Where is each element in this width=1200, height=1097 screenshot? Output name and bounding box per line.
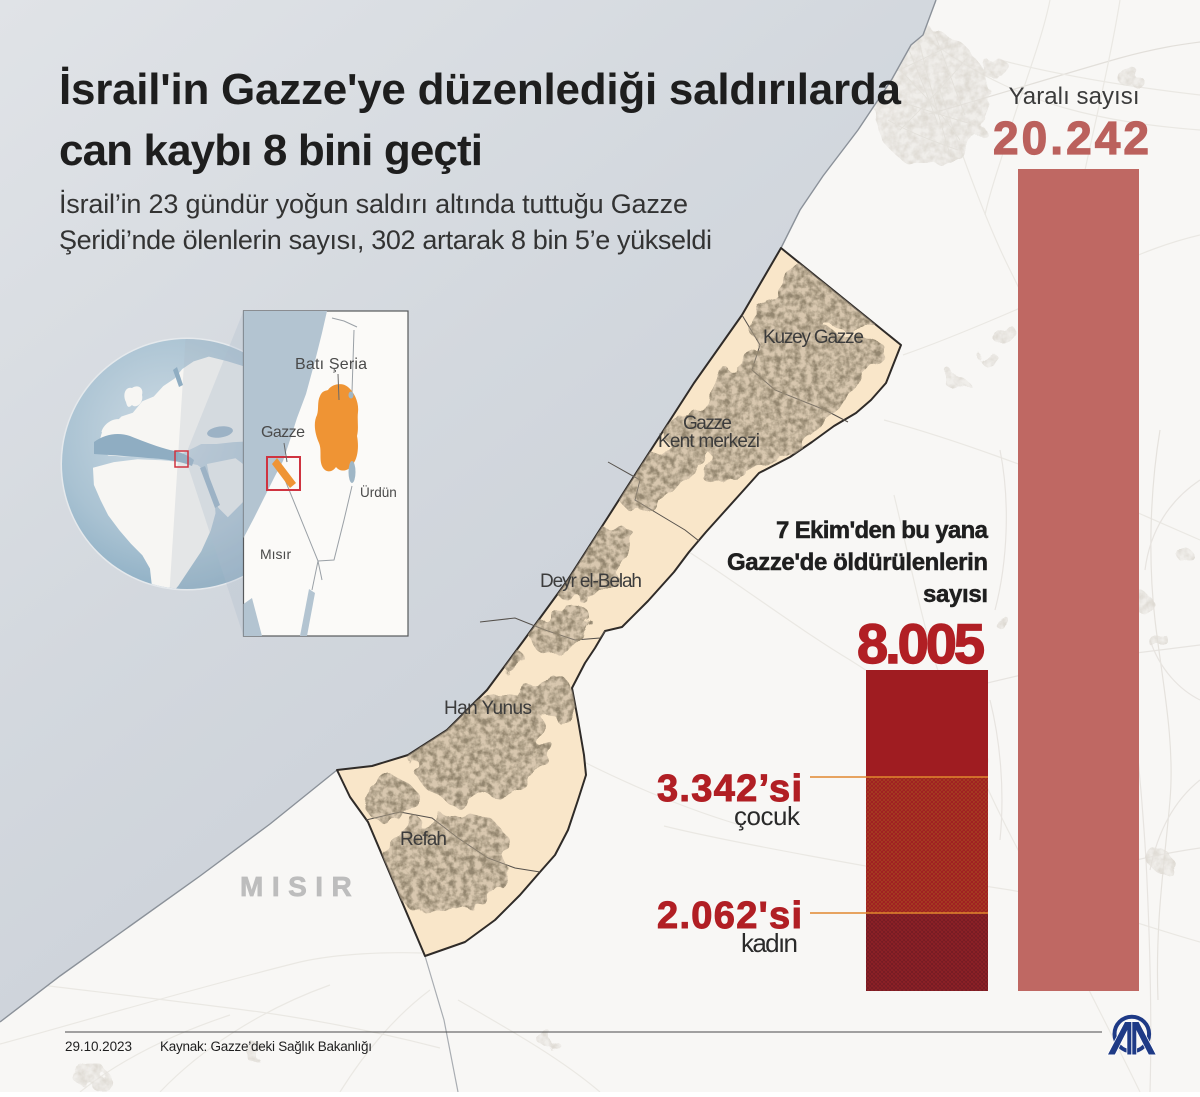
- svg-text:kadın: kadın: [741, 928, 798, 958]
- svg-text:Gazze'de öldürülenlerin: Gazze'de öldürülenlerin: [727, 549, 988, 576]
- svg-text:Yaralı sayısı: Yaralı sayısı: [1009, 83, 1140, 110]
- svg-text:Kent merkezi: Kent merkezi: [658, 431, 760, 452]
- svg-text:20.242: 20.242: [993, 112, 1149, 164]
- svg-text:çocuk: çocuk: [734, 801, 801, 831]
- svg-text:7 Ekim'den bu yana: 7 Ekim'den bu yana: [776, 517, 989, 544]
- svg-text:sayısı: sayısı: [923, 581, 988, 608]
- svg-text:can kaybı 8 bini geçti: can kaybı 8 bini geçti: [59, 126, 483, 175]
- svg-text:Ürdün: Ürdün: [360, 485, 397, 500]
- svg-text:Kaynak: Gazze’deki Sağlık Baka: Kaynak: Gazze’deki Sağlık Bakanlığı: [160, 1039, 372, 1054]
- svg-text:Batı Şeria: Batı Şeria: [295, 356, 367, 373]
- svg-text:Mısır: Mısır: [260, 546, 291, 562]
- svg-text:Refah: Refah: [400, 829, 447, 850]
- svg-text:Deyr el-Belah: Deyr el-Belah: [540, 571, 642, 592]
- svg-text:3.342’si: 3.342’si: [657, 768, 802, 810]
- svg-text:Han Yunus: Han Yunus: [444, 698, 532, 719]
- svg-text:İsrail’in 23 gündür yoğun sald: İsrail’in 23 gündür yoğun saldırı altınd…: [59, 188, 688, 219]
- svg-text:2.062'si: 2.062'si: [657, 895, 802, 937]
- svg-text:İsrail'in Gazze'ye düzenlediği: İsrail'in Gazze'ye düzenlediği saldırıla…: [59, 65, 902, 114]
- svg-text:Gazze: Gazze: [683, 413, 732, 434]
- svg-text:Gazze: Gazze: [261, 424, 305, 441]
- svg-text:MISIR: MISIR: [240, 871, 360, 902]
- svg-text:Kuzey Gazze: Kuzey Gazze: [763, 327, 864, 348]
- svg-text:29.10.2023: 29.10.2023: [65, 1039, 132, 1054]
- svg-text:8.005: 8.005: [857, 612, 985, 675]
- svg-text:Şeridi’nde ölenlerin sayısı, 3: Şeridi’nde ölenlerin sayısı, 302 artarak…: [59, 225, 712, 255]
